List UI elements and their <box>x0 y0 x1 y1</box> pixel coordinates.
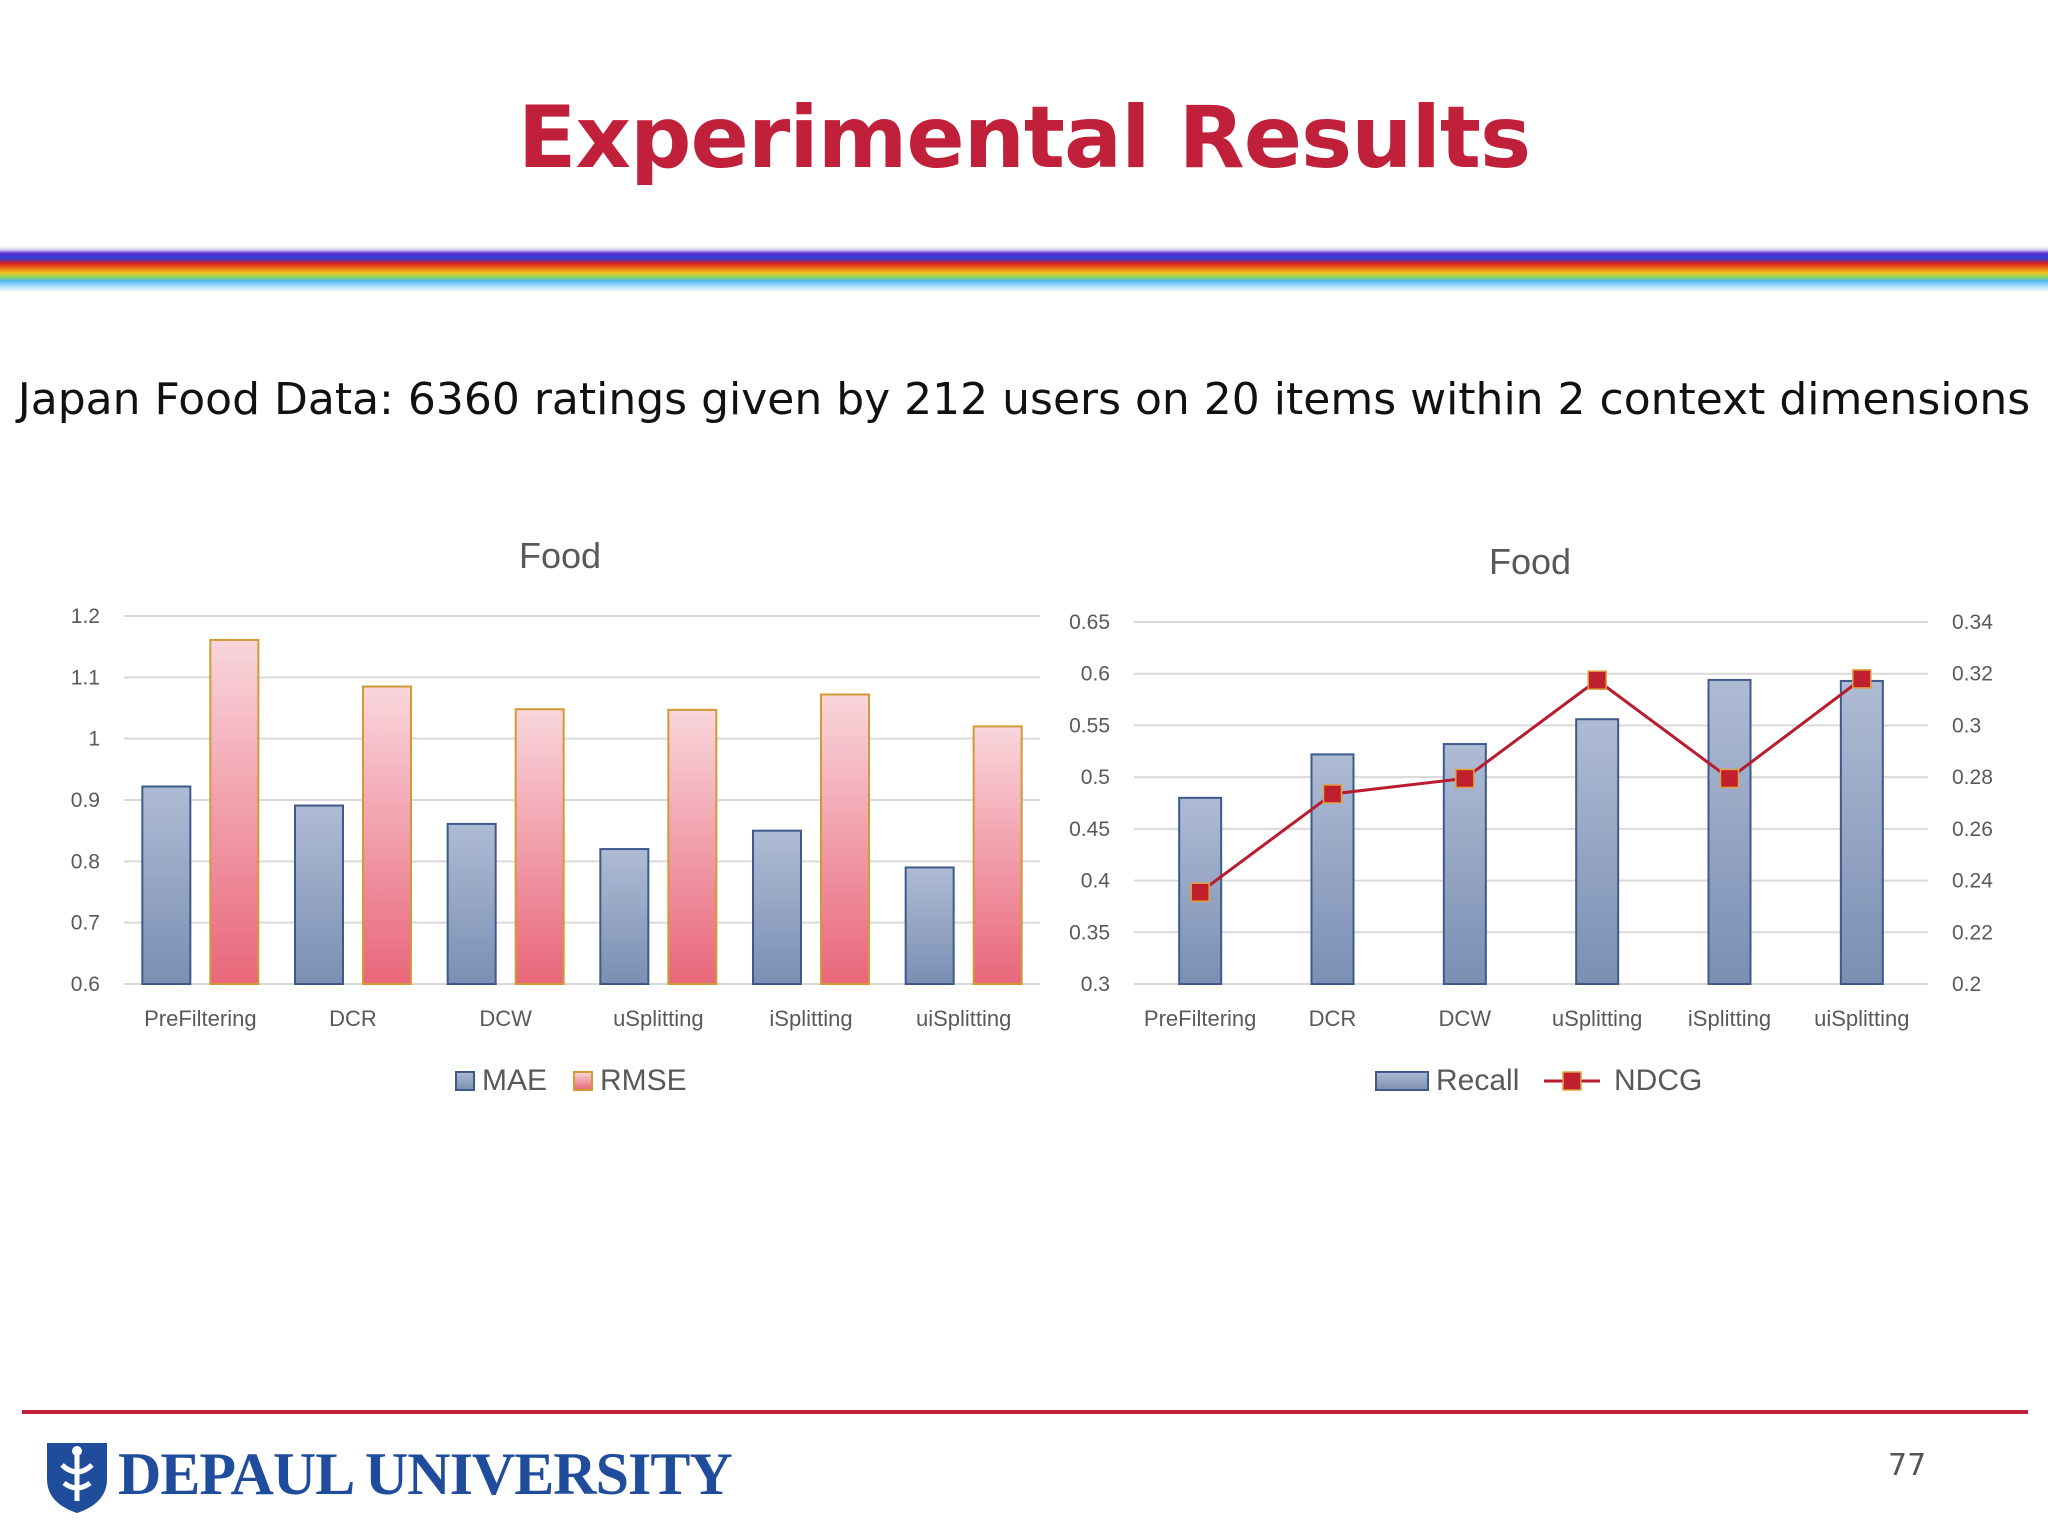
y2-tick-label: 0.3 <box>1952 714 1981 737</box>
x-tick-label: iSplitting <box>769 1006 852 1031</box>
y2-tick-label: 0.34 <box>1952 611 1993 634</box>
page-number: 77 <box>1888 1448 1927 1483</box>
bar-mae <box>294 804 344 985</box>
y-tick-label: 0.6 <box>71 973 100 996</box>
legend-swatch <box>1562 1071 1582 1091</box>
y-tick-label: 0.8 <box>71 850 100 873</box>
x-tick-label: uSplitting <box>1552 1006 1643 1031</box>
x-tick-label: DCR <box>329 1006 377 1031</box>
x-tick-label: PreFiltering <box>144 1006 256 1031</box>
bar-mae <box>904 866 955 986</box>
legend-label: Recall <box>1436 1064 1519 1097</box>
y-tick-label: 0.5 <box>1081 766 1110 789</box>
legend-label: MAE <box>482 1064 547 1097</box>
legend-label: NDCG <box>1614 1064 1702 1097</box>
bar-recall <box>1839 679 1884 985</box>
bar-mae <box>599 848 650 986</box>
legend-swatch <box>573 1071 593 1091</box>
bar-mae <box>752 829 802 985</box>
bar-recall <box>1575 718 1620 985</box>
slide-title: Experimental Results <box>517 88 1531 188</box>
y-tick-label: 1.2 <box>71 605 100 628</box>
y2-tick-label: 0.22 <box>1952 921 1993 944</box>
x-tick-label: uiSplitting <box>916 1006 1011 1031</box>
chart-title: Food <box>519 535 601 576</box>
slide-subtitle: Japan Food Data: 6360 ratings given by 2… <box>17 374 2031 425</box>
legend-swatch <box>1375 1071 1429 1091</box>
ndcg-marker <box>1455 768 1475 789</box>
rainbow-divider <box>0 246 2048 292</box>
y2-tick-label: 0.32 <box>1952 663 1993 686</box>
university-wordmark: DEPAUL UNIVERSITY <box>118 1441 733 1507</box>
bar-recall <box>1707 678 1752 985</box>
ndcg-marker <box>1190 882 1210 902</box>
ndcg-marker <box>1719 768 1740 789</box>
y-tick-label: 0.65 <box>1069 611 1110 634</box>
x-tick-label: PreFiltering <box>1144 1006 1256 1031</box>
ndcg-marker <box>1587 670 1607 690</box>
y-tick-label: 0.45 <box>1069 818 1110 841</box>
recall-ndcg-chart: 0.3 0.35 0.4 0.45 0.5 0.55 0.6 0.65 0.2 0.22 0.24 0… <box>1069 541 1993 1097</box>
y-tick-label: 0.3 <box>1081 973 1110 996</box>
y2-tick-label: 0.2 <box>1952 973 1981 996</box>
y-tick-label: 0.6 <box>1081 663 1110 686</box>
y-tick-label: 0.55 <box>1069 714 1110 737</box>
ndcg-marker <box>1852 669 1872 689</box>
y2-tick-label: 0.24 <box>1952 870 1993 893</box>
mae-rmse-chart: 0.6 0.7 0.8 0.9 1 1.1 1.2 Food PreFiltering DCR DC… <box>71 535 1040 1097</box>
bar-rmse <box>209 638 260 985</box>
y-tick-label: 0.7 <box>71 912 100 935</box>
bar-mae <box>141 785 192 985</box>
legend-swatch <box>455 1071 475 1091</box>
bar-rmse <box>972 725 1023 985</box>
bar-mae <box>446 822 497 986</box>
y-tick-label: 1.1 <box>71 666 100 689</box>
ndcg-line <box>1199 677 1863 894</box>
legend-label: RMSE <box>600 1064 687 1097</box>
bar-rmse <box>667 708 718 985</box>
bar-rmse <box>514 708 565 986</box>
y2-tick-label: 0.26 <box>1952 818 1993 841</box>
chart-title: Food <box>1489 541 1571 582</box>
y2-tick-label: 0.28 <box>1952 766 1993 789</box>
x-tick-label: DCR <box>1309 1006 1357 1031</box>
y-tick-label: 0.4 <box>1081 870 1111 893</box>
ndcg-marker <box>1322 784 1343 804</box>
x-tick-label: uiSplitting <box>1814 1006 1909 1031</box>
bar-rmse <box>362 685 412 986</box>
x-tick-label: DCW <box>479 1006 532 1031</box>
x-tick-label: uSplitting <box>613 1006 704 1031</box>
y-tick-label: 0.9 <box>71 789 100 812</box>
bar-rmse <box>820 693 870 986</box>
x-tick-label: DCW <box>1439 1006 1492 1031</box>
depaul-shield-icon <box>47 1443 107 1513</box>
footer-divider <box>22 1410 2028 1414</box>
y-tick-label: 1 <box>88 728 100 751</box>
x-tick-label: iSplitting <box>1688 1006 1771 1031</box>
y-tick-label: 0.35 <box>1069 921 1110 944</box>
